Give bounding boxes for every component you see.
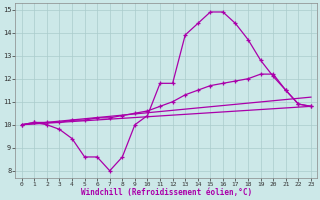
X-axis label: Windchill (Refroidissement éolien,°C): Windchill (Refroidissement éolien,°C)	[81, 188, 252, 197]
